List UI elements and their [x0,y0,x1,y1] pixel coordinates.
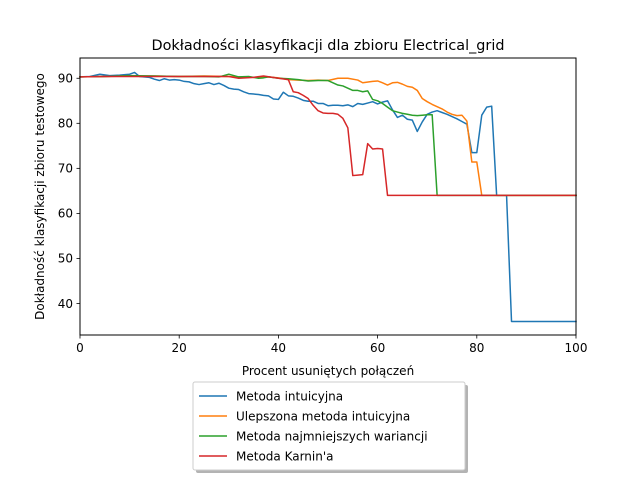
x-tick-label: 100 [565,341,588,355]
legend-label-3: Metoda najmniejszych wariancji [236,429,428,443]
y-tick-label: 60 [58,207,73,221]
x-axis-label: Procent usuniętych połączeń [242,364,414,378]
y-tick-label: 90 [58,72,73,86]
plot-frame [79,57,577,336]
y-axis-label: Dokładność klasyfikacji zbioru testowego [33,73,47,320]
axis-ticks: 0 20 40 60 80 100 40 50 60 70 80 90 [58,72,588,355]
x-tick-label: 60 [370,341,385,355]
x-tick-label: 40 [271,341,286,355]
legend: Metoda intuicyjna Ulepszona metoda intuic… [192,381,468,473]
y-tick-label: 70 [58,162,73,176]
chart-title: Dokładności klasyfikacji dla zbioru Elec… [152,38,505,54]
legend-label-4: Metoda Karnin'a [236,449,334,463]
legend-label-2: Ulepszona metoda intuicyjna [236,409,410,423]
plot-area-background [80,58,576,335]
legend-entries: Metoda intuicyjna Ulepszona metoda intuic… [199,389,428,463]
x-tick-label: 20 [172,341,187,355]
series-line-3 [79,73,577,197]
legend-box [192,381,466,471]
legend-label-1: Metoda intuicyjna [236,389,343,403]
series-lines [79,71,577,323]
y-tick-label: 80 [58,117,73,131]
x-tick-label: 0 [76,341,84,355]
y-tick-label: 40 [58,297,73,311]
y-tick-label: 50 [58,252,73,266]
x-tick-label: 80 [469,341,484,355]
series-line-4 [79,75,577,197]
